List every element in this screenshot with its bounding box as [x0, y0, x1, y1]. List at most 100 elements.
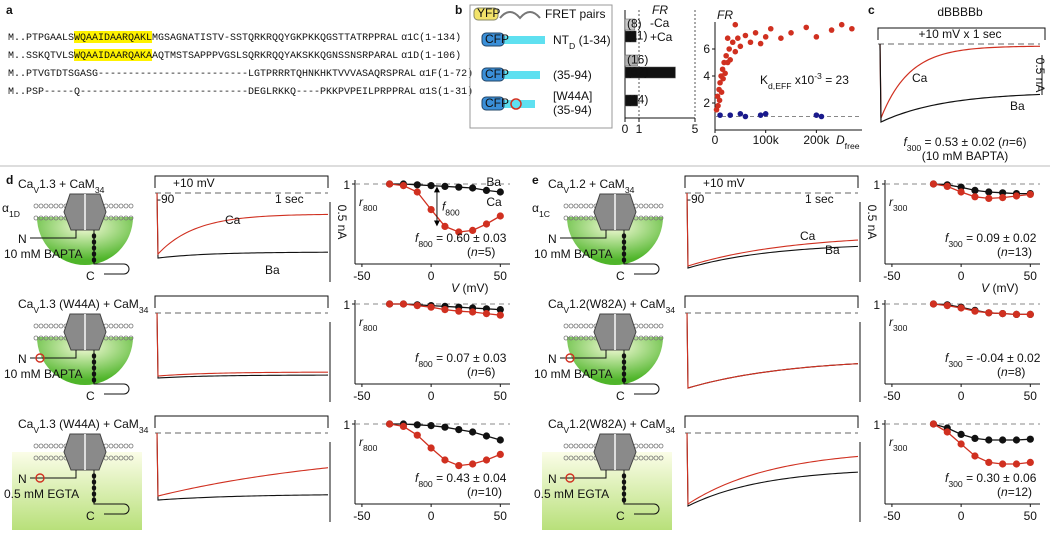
- mutation-mark: [510, 98, 522, 110]
- point: [455, 228, 463, 236]
- y-tick-label: 1: [873, 178, 880, 192]
- text-part: 300: [948, 479, 963, 489]
- n-annotation: (n=8): [997, 365, 1025, 379]
- fret-legend: FRET pairs: [545, 7, 605, 21]
- scale-label: 0.5 nA: [865, 205, 879, 240]
- series-label: Ca: [486, 195, 502, 209]
- point: [818, 113, 825, 120]
- ca-trace: [156, 432, 329, 497]
- lipid: [583, 203, 589, 209]
- text-part: K: [760, 73, 768, 87]
- annotation: Kd,EFF x10-3 = 23: [760, 71, 849, 91]
- lipid: [653, 203, 659, 209]
- text-part: 1.2 + CaM: [569, 177, 625, 191]
- n-label: N: [548, 352, 557, 366]
- text-part: r: [889, 435, 894, 449]
- construct-linker: [500, 100, 535, 108]
- fret-box: [469, 4, 613, 129]
- buffer-label: 0.5 mM EGTA: [4, 487, 79, 501]
- bar-n-label: (14): [627, 93, 648, 107]
- sequence-part: MGSAGNATISTV-SSTQRKRQQYGKPKKQGSTTATRPPRA…: [152, 33, 398, 44]
- chart-title: FR: [652, 3, 668, 17]
- cam-bead: [91, 245, 97, 251]
- lipid: [573, 335, 579, 341]
- lipid: [58, 335, 64, 341]
- point: [719, 66, 726, 73]
- lipid: [573, 323, 579, 329]
- condition-label: +Ca: [650, 30, 673, 44]
- lipid: [568, 443, 574, 449]
- cam-bead: [91, 371, 97, 377]
- lipid: [563, 215, 569, 221]
- sequence-label: α1S(1-31): [419, 86, 473, 98]
- lipid: [573, 455, 579, 461]
- sequence-label: α1F(1-72): [419, 68, 473, 80]
- n-terminus: [560, 470, 607, 479]
- y-axis-label: r800: [359, 195, 378, 213]
- ba-trace: [686, 432, 859, 507]
- point: [455, 183, 463, 191]
- hold-label: -90: [157, 192, 175, 206]
- text-part: Ca: [548, 297, 564, 311]
- x-tick-label: 200k: [803, 133, 830, 147]
- text-part: (1-34): [575, 33, 610, 47]
- trace-frame: [154, 295, 329, 308]
- n-annotation: (n=10): [467, 485, 502, 499]
- text-part: r: [359, 195, 364, 209]
- f-annotation: f300 = 0.53 ± 0.02 (n=6): [903, 135, 1026, 153]
- point: [482, 432, 491, 440]
- n-terminus: [30, 350, 77, 359]
- lipid: [43, 203, 49, 209]
- text-part: = 0.09 ± 0.02: [963, 231, 1037, 245]
- lipid: [568, 203, 574, 209]
- cfp-icon: [481, 96, 505, 111]
- point: [715, 102, 721, 109]
- lipid: [658, 443, 664, 449]
- text-part: Ca: [18, 177, 34, 191]
- point: [727, 57, 734, 63]
- ba-trace: [156, 312, 329, 379]
- lipid: [643, 203, 649, 209]
- lipid: [658, 335, 664, 341]
- lipid: [118, 335, 124, 341]
- text-part: = -0.04 ± 0.02: [963, 351, 1041, 365]
- text-part: n: [471, 245, 478, 259]
- lipid: [113, 335, 119, 341]
- text-part: α: [532, 201, 539, 215]
- point: [720, 75, 726, 82]
- x-tick-label: 1: [636, 122, 643, 136]
- text-part: Ca: [18, 297, 34, 311]
- cfp-label: CFP: [485, 96, 509, 110]
- lipid: [638, 455, 644, 461]
- trace-label: Ca: [912, 71, 928, 85]
- cam-bead: [621, 257, 627, 263]
- y-tick-label: 1: [873, 298, 880, 312]
- point: [985, 309, 993, 317]
- lipid: [643, 443, 649, 449]
- point: [971, 193, 979, 201]
- text-part: (: [467, 245, 471, 259]
- hold-label: -90: [687, 192, 705, 206]
- text-part: = 0.60 ± 0.03: [433, 231, 507, 245]
- text-part: f: [415, 471, 420, 485]
- lipid: [648, 215, 654, 221]
- x-tick-label: -50: [883, 389, 901, 403]
- bar: [624, 54, 638, 67]
- point: [742, 32, 749, 39]
- point: [757, 112, 764, 118]
- lipid: [118, 443, 124, 449]
- cam-bead: [621, 251, 627, 257]
- ba-trace: [156, 192, 329, 259]
- lipid: [653, 323, 659, 329]
- lipid: [583, 323, 589, 329]
- construct-linker: [500, 36, 545, 44]
- text-part: V: [563, 305, 569, 315]
- trace-frame: [154, 415, 329, 428]
- lipid: [43, 323, 49, 329]
- point: [723, 52, 729, 59]
- lipid: [58, 203, 64, 209]
- point: [999, 436, 1007, 444]
- x-tick-label: 50: [1024, 389, 1038, 403]
- text-part: f: [945, 231, 950, 245]
